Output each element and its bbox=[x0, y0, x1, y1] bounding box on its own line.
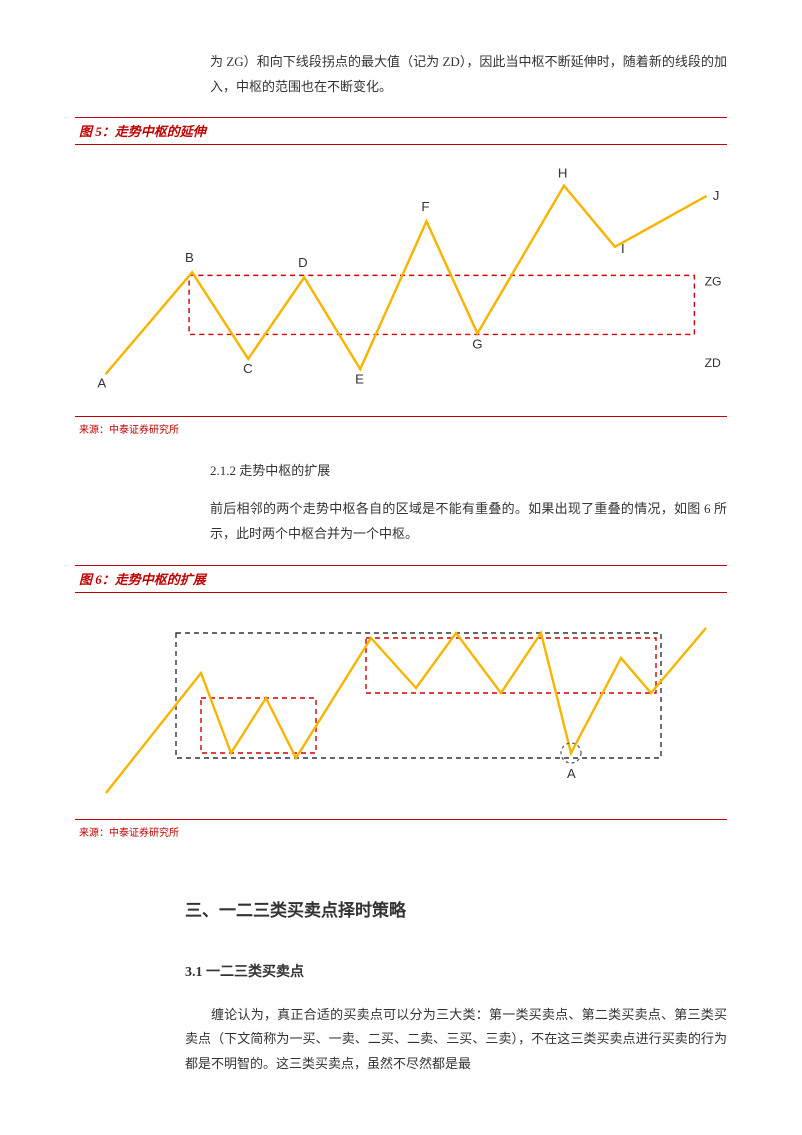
svg-text:C: C bbox=[243, 362, 253, 377]
svg-text:D: D bbox=[298, 256, 308, 271]
para-212: 前后相邻的两个走势中枢各自的区域是不能有重叠的。如果出现了重叠的情况，如图 6 … bbox=[75, 497, 727, 546]
page-container: 为 ZG）和向下线段拐点的最大值（记为 ZD），因此当中枢不断延伸时，随着新的线… bbox=[0, 0, 802, 1135]
svg-text:A: A bbox=[567, 766, 576, 781]
intro-paragraph: 为 ZG）和向下线段拐点的最大值（记为 ZD），因此当中枢不断延伸时，随着新的线… bbox=[75, 50, 727, 99]
svg-text:G: G bbox=[472, 337, 482, 352]
fig6-chart: A bbox=[75, 603, 727, 813]
fig6-title-bar: 图 6：走势中枢的扩展 bbox=[75, 565, 727, 593]
fig5-source-bar: 来源：中泰证券研究所 bbox=[75, 416, 727, 438]
fig6-title: 图 6：走势中枢的扩展 bbox=[75, 572, 206, 587]
subheading-212: 2.1.2 走势中枢的扩展 bbox=[75, 460, 727, 479]
section31-para: 缠论认为，真正合适的买卖点可以分为三大类：第一类买卖点、第二类买卖点、第三类买卖… bbox=[75, 1003, 727, 1077]
section3-title: 三、一二三类买卖点择时策略 bbox=[75, 896, 727, 921]
svg-text:ZD: ZD bbox=[705, 356, 721, 370]
fig5-chart: A B C D E F G H I J ZG ZD bbox=[75, 155, 727, 410]
svg-text:F: F bbox=[421, 200, 429, 215]
svg-text:I: I bbox=[621, 241, 625, 256]
fig6-source-bar: 来源：中泰证券研究所 bbox=[75, 819, 727, 841]
svg-text:A: A bbox=[97, 376, 106, 391]
fig5-title-bar: 图 5：走势中枢的延伸 bbox=[75, 117, 727, 145]
svg-text:J: J bbox=[713, 188, 720, 203]
svg-text:E: E bbox=[355, 372, 364, 387]
svg-text:B: B bbox=[185, 251, 194, 266]
fig6-source: 来源：中泰证券研究所 bbox=[75, 828, 179, 839]
fig5-title: 图 5：走势中枢的延伸 bbox=[75, 124, 206, 139]
svg-text:H: H bbox=[558, 166, 568, 181]
section31-title: 3.1 一二三类买卖点 bbox=[75, 961, 727, 981]
fig5-source: 来源：中泰证券研究所 bbox=[75, 425, 179, 436]
svg-text:ZG: ZG bbox=[705, 275, 722, 289]
